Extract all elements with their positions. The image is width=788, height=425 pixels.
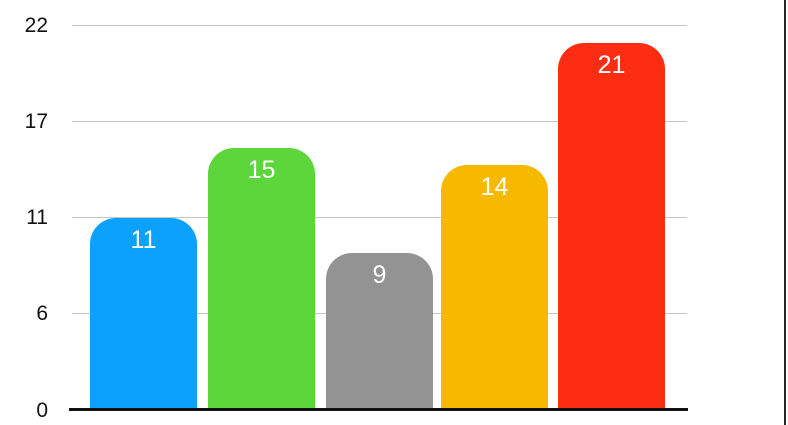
gridline bbox=[72, 24, 687, 26]
bar-value-label: 15 bbox=[247, 155, 276, 184]
y-axis-tick-label: 17 bbox=[24, 109, 48, 133]
bar-1: 11 bbox=[90, 217, 197, 410]
bar-4: 14 bbox=[441, 165, 548, 410]
bar-value-label: 21 bbox=[597, 50, 626, 79]
x-axis-line bbox=[69, 408, 688, 411]
y-axis-tick-label: 6 bbox=[36, 302, 48, 326]
right-border-line bbox=[784, 0, 786, 425]
bar-value-label: 11 bbox=[130, 225, 157, 254]
bar-value-label: 9 bbox=[372, 260, 387, 289]
y-axis-tick-label: 22 bbox=[24, 13, 48, 37]
bar-2: 15 bbox=[208, 147, 315, 410]
bar-3: 9 bbox=[326, 252, 433, 410]
gridline bbox=[72, 120, 687, 122]
bar-5: 21 bbox=[558, 42, 665, 410]
y-axis-tick-label: 0 bbox=[36, 398, 48, 422]
y-axis-tick-label: 11 bbox=[26, 206, 48, 229]
gridline bbox=[72, 217, 687, 218]
bar-value-label: 14 bbox=[480, 173, 509, 201]
